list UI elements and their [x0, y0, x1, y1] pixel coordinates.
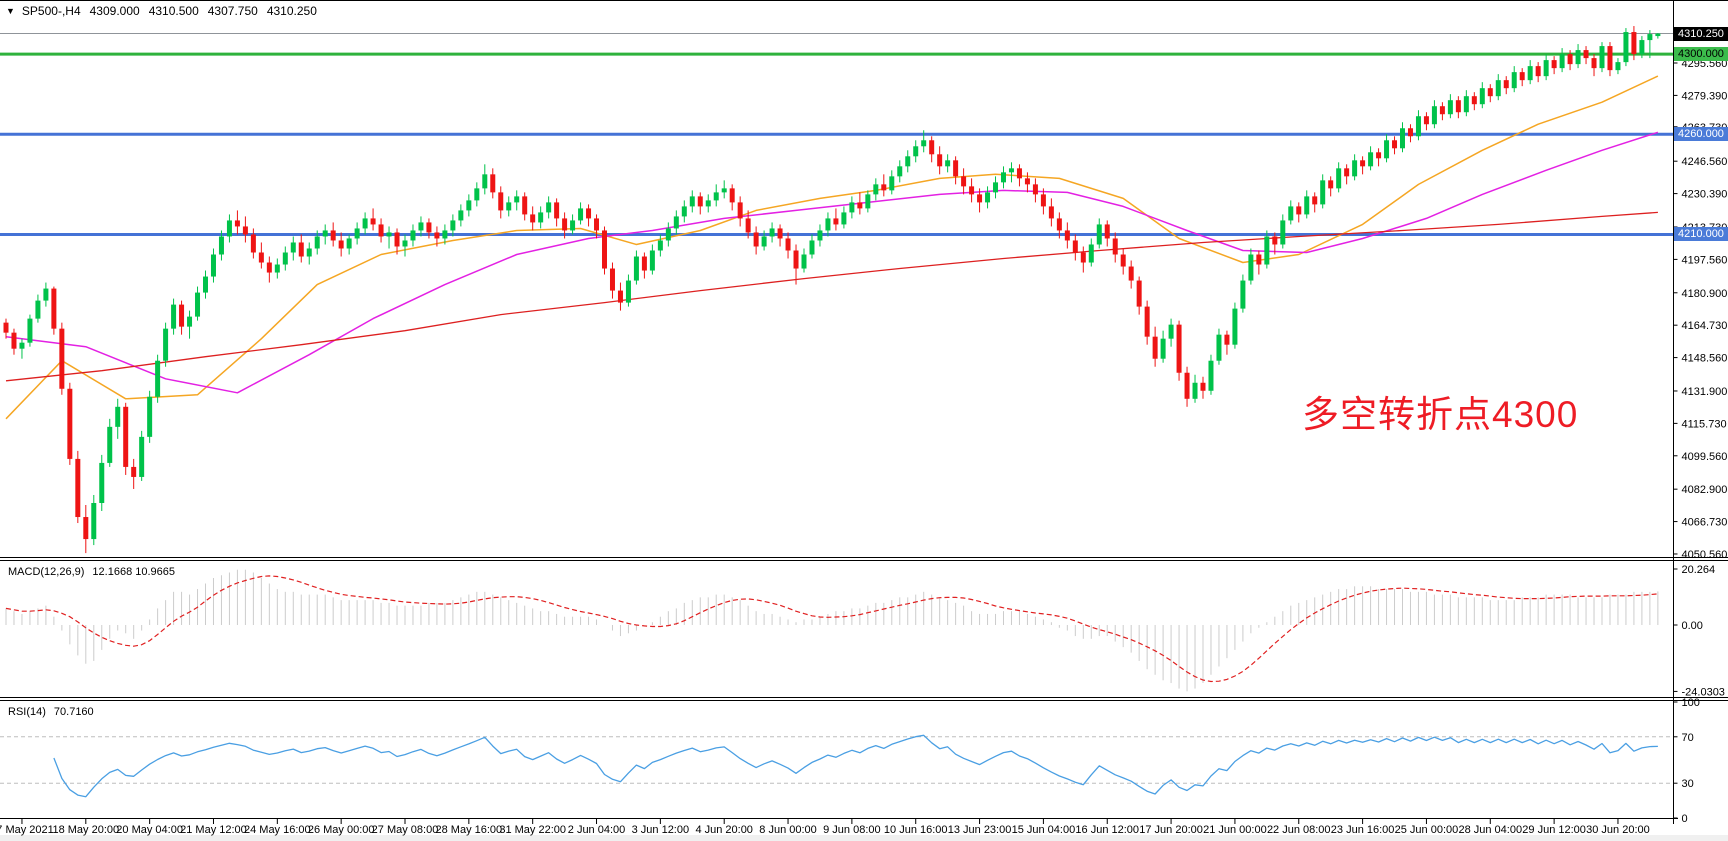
ma-slow-red: [5, 211, 1658, 382]
svg-text:20.264: 20.264: [1682, 564, 1716, 576]
svg-text:4115.730: 4115.730: [1682, 418, 1727, 430]
svg-text:70: 70: [1682, 732, 1694, 744]
svg-text:4131.900: 4131.900: [1682, 386, 1728, 398]
ohlc-high-value: 4310.500: [148, 4, 199, 18]
price-badge-4210: 4210.000: [1674, 227, 1728, 241]
horizontal-level-lines: [0, 33, 1673, 236]
svg-text:21 May 12:00: 21 May 12:00: [180, 824, 247, 836]
svg-text:22 Jun 08:00: 22 Jun 08:00: [1267, 824, 1331, 836]
svg-text:4164.730: 4164.730: [1682, 320, 1728, 332]
svg-text:28 Jun 04:00: 28 Jun 04:00: [1458, 824, 1522, 836]
svg-text:30: 30: [1682, 778, 1694, 790]
svg-text:29 Jun 12:00: 29 Jun 12:00: [1522, 824, 1586, 836]
svg-text:4295.560: 4295.560: [1682, 58, 1728, 70]
svg-text:31 May 22:00: 31 May 22:00: [499, 824, 566, 836]
svg-text:17 Jun 20:00: 17 Jun 20:00: [1139, 824, 1203, 836]
ohlc-open-value: 4309.000: [89, 4, 140, 18]
ohlc-close-value: 4310.250: [266, 4, 317, 18]
svg-text:0: 0: [1682, 813, 1688, 825]
svg-text:25 Jun 00:00: 25 Jun 00:00: [1395, 824, 1459, 836]
svg-text:16 Jun 12:00: 16 Jun 12:00: [1075, 824, 1139, 836]
rsi-indicator-label: RSI(14) 70.7160: [8, 706, 94, 718]
annotation-text: 多空转折点4300: [1302, 394, 1579, 435]
svg-text:-24.0303: -24.0303: [1682, 686, 1725, 698]
svg-text:4066.730: 4066.730: [1682, 517, 1728, 529]
svg-text:20 May 04:00: 20 May 04:00: [116, 824, 183, 836]
price-badge-4260: 4260.000: [1674, 127, 1728, 141]
svg-text:17 May 2021: 17 May 2021: [0, 824, 54, 836]
ma-mid-magenta: [5, 131, 1659, 394]
svg-text:100: 100: [1682, 697, 1700, 709]
macd-values: 12.1668 10.9665: [92, 566, 176, 578]
svg-text:9 Jun 08:00: 9 Jun 08:00: [823, 824, 881, 836]
svg-text:3 Jun 12:00: 3 Jun 12:00: [632, 824, 690, 836]
svg-text:4148.560: 4148.560: [1682, 353, 1728, 365]
rsi-line: [53, 734, 1658, 798]
svg-text:4082.900: 4082.900: [1682, 484, 1728, 496]
svg-text:24 May 16:00: 24 May 16:00: [244, 824, 311, 836]
svg-text:4197.560: 4197.560: [1682, 254, 1728, 266]
svg-text:4099.560: 4099.560: [1682, 451, 1728, 463]
ohlc-low-value: 4307.750: [207, 4, 258, 18]
svg-text:23 Jun 16:00: 23 Jun 16:00: [1331, 824, 1395, 836]
price-badge-current: 4310.250: [1674, 27, 1728, 41]
svg-text:4050.560: 4050.560: [1682, 549, 1728, 561]
svg-text:18 May 20:00: 18 May 20:00: [52, 824, 119, 836]
candles-series: [3, 26, 1661, 554]
svg-text:27 May 08:00: 27 May 08:00: [372, 824, 439, 836]
price-badge-4300: 4300.000: [1674, 47, 1728, 61]
svg-text:4230.390: 4230.390: [1682, 189, 1728, 201]
svg-text:13 Jun 23:00: 13 Jun 23:00: [948, 824, 1012, 836]
symbol-timeframe-label: SP500-,H4: [21, 4, 81, 18]
svg-text:4 Jun 20:00: 4 Jun 20:00: [695, 824, 753, 836]
svg-text:15 Jun 04:00: 15 Jun 04:00: [1012, 824, 1076, 836]
svg-text:0.00: 0.00: [1682, 620, 1703, 632]
rsi-value: 70.7160: [53, 706, 94, 718]
svg-text:2 Jun 04:00: 2 Jun 04:00: [568, 824, 626, 836]
macd-signal-line: [5, 575, 1658, 683]
price-axis[interactable]: 4311.7304295.5604279.3904263.7304246.560…: [1673, 26, 1728, 825]
macd-name: MACD(12,26,9): [8, 566, 85, 578]
svg-text:30 Jun 20:00: 30 Jun 20:00: [1586, 824, 1650, 836]
svg-text:4246.560: 4246.560: [1682, 156, 1728, 168]
svg-text:21 Jun 00:00: 21 Jun 00:00: [1203, 824, 1267, 836]
svg-text:4279.390: 4279.390: [1682, 90, 1728, 102]
rsi-name: RSI(14): [8, 706, 46, 718]
chart-title-bar: ▼ SP500-,H4 4309.000 4310.500 4307.750 4…: [6, 4, 317, 18]
svg-text:8 Jun 00:00: 8 Jun 00:00: [759, 824, 817, 836]
svg-text:4180.900: 4180.900: [1682, 288, 1728, 300]
macd-indicator-label: MACD(12,26,9) 12.1668 10.9665: [8, 566, 175, 578]
svg-text:26 May 00:00: 26 May 00:00: [308, 824, 375, 836]
symbol-dropdown-icon[interactable]: ▼: [6, 6, 15, 16]
macd-histogram: [5, 569, 1659, 692]
svg-text:28 May 16:00: 28 May 16:00: [436, 824, 503, 836]
svg-text:10 Jun 16:00: 10 Jun 16:00: [884, 824, 948, 836]
ma-fast-orange: [5, 75, 1659, 420]
